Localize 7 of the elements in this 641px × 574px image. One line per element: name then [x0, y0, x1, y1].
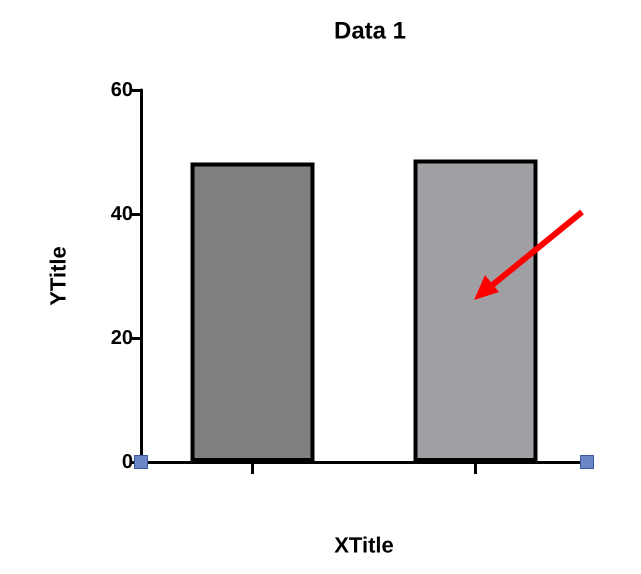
y-tick-label: 20 [110, 327, 133, 349]
y-axis-title: YTitle [46, 246, 70, 306]
y-tick-label: 0 [122, 451, 133, 473]
y-tick-label: 60 [110, 79, 133, 101]
y-tick-label: 40 [110, 203, 133, 225]
x-axis-title: XTitle [334, 532, 394, 558]
chart-title: Data 1 [334, 18, 406, 44]
